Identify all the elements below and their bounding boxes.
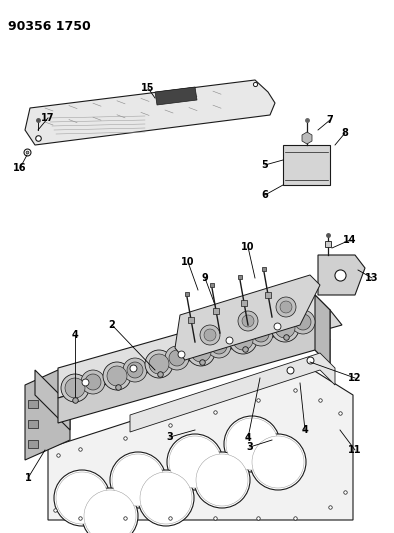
Circle shape — [138, 470, 194, 526]
Text: 4: 4 — [245, 433, 251, 443]
Polygon shape — [130, 353, 335, 432]
Polygon shape — [283, 145, 330, 185]
Text: 8: 8 — [342, 128, 348, 138]
Text: 6: 6 — [262, 190, 268, 200]
Circle shape — [61, 374, 89, 402]
Bar — [28, 440, 38, 448]
Circle shape — [167, 434, 223, 490]
Circle shape — [229, 326, 257, 354]
Circle shape — [123, 358, 147, 382]
Circle shape — [56, 472, 108, 524]
Circle shape — [112, 454, 164, 506]
Circle shape — [295, 314, 311, 330]
Text: 10: 10 — [181, 257, 195, 267]
Circle shape — [196, 454, 248, 506]
Circle shape — [169, 350, 185, 366]
Circle shape — [169, 436, 221, 488]
Polygon shape — [302, 132, 312, 144]
Circle shape — [103, 362, 131, 390]
Text: 9: 9 — [202, 273, 208, 283]
Text: 15: 15 — [141, 83, 155, 93]
Polygon shape — [175, 275, 320, 360]
Circle shape — [187, 338, 215, 366]
Circle shape — [271, 314, 299, 342]
Circle shape — [110, 452, 166, 508]
Circle shape — [107, 366, 127, 386]
Circle shape — [84, 490, 136, 533]
Circle shape — [85, 374, 101, 390]
Polygon shape — [318, 255, 365, 295]
Text: 14: 14 — [343, 235, 357, 245]
Text: 3: 3 — [167, 432, 173, 442]
Circle shape — [233, 330, 253, 350]
Circle shape — [276, 297, 296, 317]
Circle shape — [207, 334, 231, 358]
Polygon shape — [58, 325, 330, 423]
Text: 5: 5 — [262, 160, 268, 170]
Circle shape — [149, 354, 169, 374]
Circle shape — [81, 370, 105, 394]
Text: 16: 16 — [13, 163, 27, 173]
Text: 1: 1 — [24, 473, 32, 483]
Polygon shape — [35, 370, 70, 430]
Text: 17: 17 — [41, 113, 55, 123]
Circle shape — [249, 322, 273, 346]
Circle shape — [200, 325, 220, 345]
Text: 90356 1750: 90356 1750 — [8, 20, 91, 33]
Circle shape — [242, 315, 254, 327]
Text: 3: 3 — [247, 442, 253, 452]
Circle shape — [191, 342, 211, 362]
Polygon shape — [58, 295, 330, 398]
Text: 12: 12 — [348, 373, 362, 383]
Circle shape — [211, 338, 227, 354]
Polygon shape — [42, 310, 342, 405]
Text: 7: 7 — [327, 115, 333, 125]
Circle shape — [252, 436, 304, 488]
Text: 13: 13 — [365, 273, 379, 283]
Bar — [28, 420, 38, 428]
Polygon shape — [155, 87, 197, 105]
Text: 2: 2 — [109, 320, 115, 330]
Circle shape — [226, 418, 278, 470]
Circle shape — [224, 416, 280, 472]
Text: 4: 4 — [302, 425, 309, 435]
Circle shape — [127, 362, 143, 378]
Circle shape — [238, 311, 258, 331]
Circle shape — [65, 378, 85, 398]
Circle shape — [140, 472, 192, 524]
Circle shape — [194, 452, 250, 508]
Text: 11: 11 — [348, 445, 362, 455]
Polygon shape — [315, 295, 330, 365]
Circle shape — [253, 326, 269, 342]
Polygon shape — [25, 370, 70, 460]
Text: 4: 4 — [72, 330, 78, 340]
Circle shape — [145, 350, 173, 378]
Circle shape — [204, 329, 216, 341]
Circle shape — [280, 301, 292, 313]
Circle shape — [82, 488, 138, 533]
Polygon shape — [25, 80, 275, 145]
Circle shape — [165, 346, 189, 370]
Circle shape — [54, 470, 110, 526]
Text: 10: 10 — [241, 242, 255, 252]
Circle shape — [250, 434, 306, 490]
Bar — [28, 400, 38, 408]
Polygon shape — [48, 365, 353, 520]
Circle shape — [291, 310, 315, 334]
Circle shape — [275, 318, 295, 338]
